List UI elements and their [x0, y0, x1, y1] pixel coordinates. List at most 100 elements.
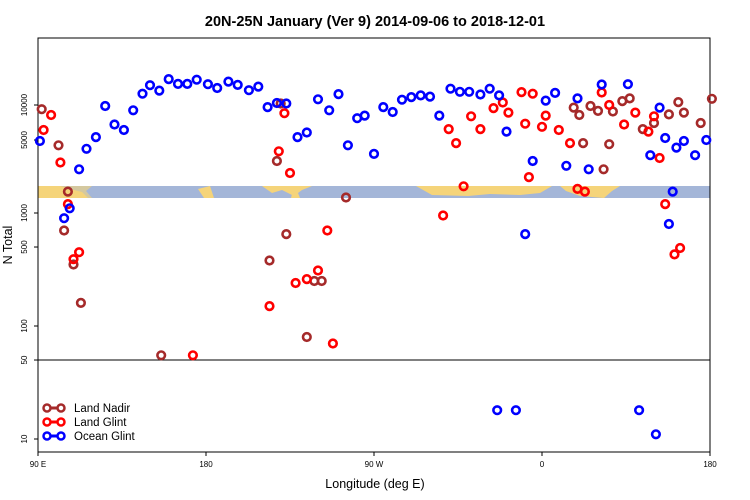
data-point — [445, 83, 456, 94]
data-point — [434, 110, 445, 121]
x-tick-label: 0 — [540, 460, 545, 469]
data-point — [523, 172, 535, 183]
data-point — [663, 218, 675, 230]
data-point — [271, 155, 283, 167]
y-tick-label: 10 — [20, 434, 29, 443]
data-point — [154, 85, 165, 96]
data-point — [368, 148, 380, 159]
data-point — [301, 274, 312, 285]
data-point — [492, 405, 503, 416]
data-point — [90, 132, 101, 143]
data-point — [279, 108, 290, 119]
data-point — [648, 111, 660, 122]
data-point — [312, 265, 324, 276]
legend-land-nadir: Land Nadir — [42, 403, 130, 415]
data-point — [62, 186, 73, 197]
world-map-strip — [38, 186, 710, 198]
data-point — [549, 87, 561, 98]
data-point — [454, 86, 466, 97]
data-point — [36, 104, 47, 115]
data-point — [58, 213, 70, 224]
series-land-nadir — [36, 93, 718, 361]
data-point — [301, 331, 312, 343]
data-point — [342, 140, 354, 151]
data-point — [424, 91, 436, 102]
data-point — [212, 82, 223, 94]
data-point — [378, 101, 389, 113]
data-point — [458, 181, 469, 192]
data-point — [585, 100, 596, 112]
data-point — [540, 95, 551, 106]
data-point — [182, 78, 193, 89]
data-point — [264, 301, 275, 312]
data-point — [34, 135, 46, 147]
data-point — [622, 79, 634, 90]
data-point — [128, 105, 139, 116]
data-point — [253, 81, 264, 92]
x-axis-ticks: 90 E 180 90 W 0 180 — [30, 452, 717, 469]
data-point — [262, 101, 273, 113]
data-point — [669, 249, 680, 260]
data-point — [572, 93, 583, 104]
data-point — [671, 142, 682, 153]
data-point — [630, 107, 641, 118]
data-point — [673, 96, 684, 108]
data-point — [701, 134, 712, 146]
data-point — [73, 247, 85, 258]
data-point — [579, 186, 591, 197]
data-point — [68, 254, 79, 265]
data-point — [45, 109, 57, 121]
data-point — [536, 121, 548, 132]
data-point — [561, 160, 572, 171]
data-point — [273, 146, 284, 157]
x-tick-label: 180 — [703, 460, 717, 469]
data-point — [58, 225, 70, 236]
data-point — [510, 405, 522, 416]
data-point — [292, 132, 303, 143]
y-axis-ticks: 5000 10000 10 50 100 500 1000 — [20, 93, 38, 443]
data-point — [598, 164, 609, 175]
data-point — [64, 203, 75, 214]
data-point — [271, 97, 283, 109]
x-tick-label: 180 — [199, 460, 213, 469]
data-point — [396, 94, 408, 105]
data-point — [406, 91, 417, 103]
y-tick-label: 10000 — [20, 93, 29, 116]
data-point — [333, 88, 344, 100]
data-point — [284, 167, 296, 179]
y-axis-label: N Total — [1, 226, 15, 265]
data-point — [633, 405, 645, 416]
data-point — [73, 164, 85, 175]
data-point — [100, 100, 111, 112]
data-point — [516, 86, 527, 98]
data-point — [650, 429, 662, 440]
data-point — [488, 102, 499, 114]
y-tick-label: 5000 — [20, 131, 29, 149]
data-point — [316, 275, 327, 287]
data-point — [324, 105, 335, 116]
data-point — [540, 110, 551, 121]
data-point — [553, 124, 564, 136]
legend-land-glint: Land Glint — [42, 417, 127, 429]
data-point — [674, 242, 686, 254]
data-point — [438, 210, 449, 221]
data-point — [281, 229, 292, 240]
data-point — [223, 76, 234, 87]
data-point — [68, 259, 79, 270]
data-point — [503, 107, 514, 118]
data-point — [327, 338, 339, 349]
data-point — [706, 93, 718, 104]
data-point — [475, 89, 486, 100]
legend-label-ocean-glint: Ocean Glint — [74, 431, 136, 443]
data-point — [191, 74, 202, 85]
x-tick-label: 90 W — [365, 460, 384, 469]
data-point — [654, 102, 665, 113]
data-point — [596, 79, 607, 90]
data-point — [568, 102, 579, 113]
data-point — [118, 124, 129, 136]
data-point — [654, 152, 665, 164]
data-point — [38, 124, 49, 136]
data-point — [451, 138, 462, 149]
data-point — [81, 143, 92, 154]
data-point — [678, 107, 690, 118]
